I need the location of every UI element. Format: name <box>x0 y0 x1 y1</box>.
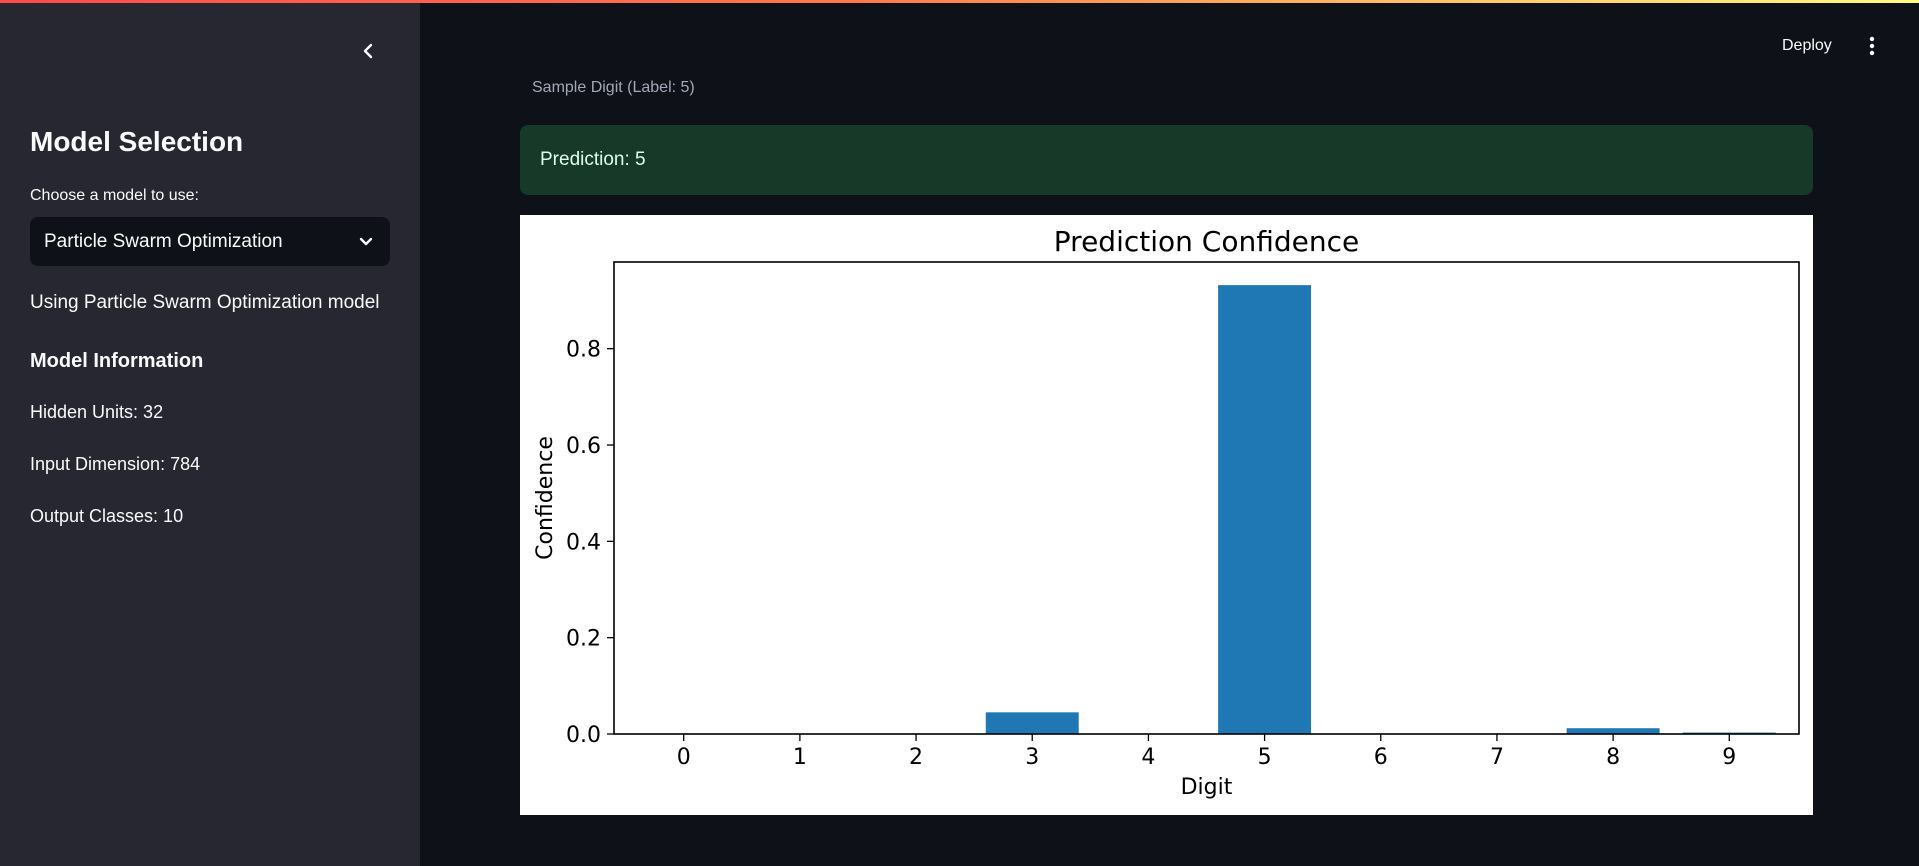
bar-digit-5 <box>1218 285 1312 734</box>
deploy-button[interactable]: Deploy <box>1782 37 1832 54</box>
x-tick-label: 9 <box>1722 745 1736 770</box>
confidence-chart-svg: 0 1 2 3 4 5 6 7 8 9 0.0 0.2 0.4 0.6 0.8 Prediction Conf… <box>533 225 1800 800</box>
x-tick-label: 5 <box>1258 745 1272 770</box>
model-select-value: Particle Swarm Optimization <box>44 230 283 252</box>
hidden-units-stat: Hidden Units: 32 <box>30 402 164 422</box>
x-tick-label: 8 <box>1606 745 1620 770</box>
x-tick-label: 4 <box>1141 745 1155 770</box>
y-axis-label: Confidence <box>533 436 558 560</box>
prediction-success-alert: Prediction: 5 <box>520 125 1813 195</box>
kebab-menu-icon <box>1869 36 1875 56</box>
bar-digit-8 <box>1566 728 1660 734</box>
chart-title: Prediction Confidence <box>1054 225 1359 258</box>
x-tick-label: 3 <box>1025 745 1039 770</box>
model-status-text: Using Particle Swarm Optimization model <box>30 292 380 313</box>
input-dimension-stat: Input Dimension: 784 <box>30 454 201 474</box>
sample-digit-caption: Sample Digit (Label: 5) <box>532 79 695 96</box>
confidence-chart: 0 1 2 3 4 5 6 7 8 9 0.0 0.2 0.4 0.6 0.8 Prediction Conf… <box>520 215 1813 815</box>
y-tick-label: 0.4 <box>566 530 601 555</box>
chevron-left-icon <box>363 43 373 59</box>
x-tick-label: 1 <box>793 745 807 770</box>
model-info-title: Model Information <box>30 350 204 372</box>
x-tick-label: 2 <box>909 745 923 770</box>
model-select-label: Choose a model to use: <box>30 187 199 204</box>
x-tick-label: 7 <box>1490 745 1504 770</box>
x-axis-label: Digit <box>1181 775 1233 800</box>
sidebar-title: Model Selection <box>30 126 244 157</box>
x-tick-label: 6 <box>1374 745 1388 770</box>
top-decoration-bar <box>0 0 1919 3</box>
output-classes-stat: Output Classes: 10 <box>30 506 184 526</box>
y-tick-label: 0.6 <box>566 434 601 459</box>
bar-digit-3 <box>985 712 1079 734</box>
plot-frame <box>613 261 1800 735</box>
sidebar: Model Selection Choose a model to use: P… <box>0 0 420 866</box>
y-tick-label: 0.8 <box>566 338 601 363</box>
main-menu-button[interactable] <box>1860 30 1884 62</box>
prediction-text: Prediction: 5 <box>540 149 646 170</box>
model-select[interactable]: Particle Swarm Optimization <box>30 217 390 266</box>
y-tick-label: 0.0 <box>566 723 601 748</box>
collapse-sidebar-button[interactable] <box>354 37 382 65</box>
chevron-down-icon <box>359 237 373 245</box>
y-tick-label: 0.2 <box>566 627 601 652</box>
x-tick-label: 0 <box>677 745 691 770</box>
